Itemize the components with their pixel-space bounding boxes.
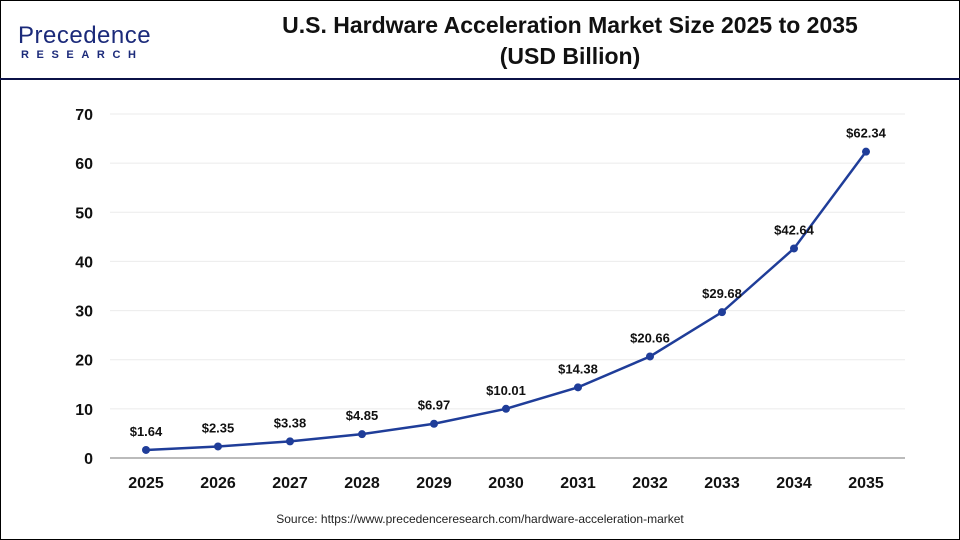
x-tick-label: 2025 [128,475,164,492]
x-tick-label: 2033 [704,475,740,492]
data-label: $6.97 [418,398,451,413]
data-point [718,308,726,317]
y-tick-label: 70 [75,107,93,124]
data-label: $20.66 [630,330,670,345]
data-point [214,442,222,451]
data-label: $62.34 [846,126,887,141]
data-point [646,352,654,361]
logo: Precedence RESEARCH [18,22,158,62]
data-point [862,147,870,156]
x-tick-label: 2030 [488,475,524,492]
y-tick-label: 60 [75,156,93,173]
logo-sub-text: RESEARCH [21,49,144,61]
data-point [142,445,150,454]
data-label: $1.64 [130,424,163,439]
data-point [286,437,294,446]
title-line-2: (USD Billion) [499,43,641,69]
chart-title: U.S. Hardware Acceleration Market Size 2… [230,10,910,72]
data-point [502,404,510,413]
data-label: $2.35 [202,420,235,435]
data-label: $10.01 [486,383,526,398]
x-tick-label: 2031 [560,475,596,492]
x-tick-label: 2026 [200,475,236,492]
y-tick-label: 30 [75,304,93,321]
data-label: $14.38 [558,361,598,376]
title-line-1: U.S. Hardware Acceleration Market Size 2… [282,12,858,38]
data-point [358,430,366,439]
data-label: $29.68 [702,286,742,301]
data-label: $4.85 [346,408,379,423]
x-tick-label: 2032 [632,475,668,492]
x-tick-label: 2027 [272,475,308,492]
y-tick-label: 40 [75,254,93,271]
y-tick-label: 50 [75,205,93,222]
data-label: $3.38 [274,415,307,430]
data-label: $42.64 [774,222,815,237]
y-tick-label: 0 [84,451,93,468]
data-point [790,244,798,253]
data-point [574,383,582,392]
data-point [430,419,438,428]
y-tick-label: 10 [75,402,93,419]
source-note: Source: https://www.precedenceresearch.c… [276,512,684,526]
x-tick-label: 2029 [416,475,452,492]
x-tick-label: 2034 [776,475,812,492]
logo-main-text: Precedence [18,22,152,49]
x-tick-label: 2035 [848,475,884,492]
y-tick-label: 20 [75,353,93,370]
x-tick-label: 2028 [344,475,380,492]
header: Precedence RESEARCH U.S. Hardware Accele… [0,0,960,80]
